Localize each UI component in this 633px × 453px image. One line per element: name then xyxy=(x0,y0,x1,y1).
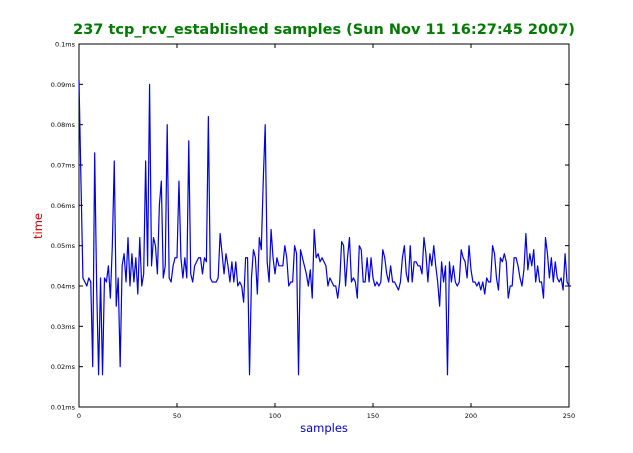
y-tick-label: 0.09ms xyxy=(51,81,76,89)
y-tick-label: 0.1ms xyxy=(55,41,76,49)
y-tick-label: 0.05ms xyxy=(51,242,76,250)
y-tick-label: 0.01ms xyxy=(51,404,76,412)
y-tick-label: 0.02ms xyxy=(51,363,76,371)
y-tick-label: 0.08ms xyxy=(51,121,76,129)
y-tick-label: 0.04ms xyxy=(51,283,76,291)
axis-ticks: 0 50 100 150 200 250 0.01ms 0.02ms 0.03ms 0.04ms 0… xyxy=(51,41,575,421)
x-tick-label: 50 xyxy=(173,412,181,420)
x-tick-label: 250 xyxy=(563,412,575,420)
x-tick-label: 0 xyxy=(77,412,81,420)
x-tick-label: 100 xyxy=(269,412,281,420)
x-axis-label: samples xyxy=(300,421,348,435)
chart-title: 237 tcp_rcv_established samples (Sun Nov… xyxy=(73,22,575,38)
y-tick-label: 0.07ms xyxy=(51,162,76,170)
x-tick-label: 150 xyxy=(367,412,379,420)
y-tick-label: 0.03ms xyxy=(51,323,76,331)
x-tick-label: 200 xyxy=(465,412,477,420)
y-axis-label: time xyxy=(31,213,45,239)
series-line xyxy=(78,80,571,376)
y-tick-label: 0.06ms xyxy=(51,202,76,210)
plot-area xyxy=(78,43,570,408)
